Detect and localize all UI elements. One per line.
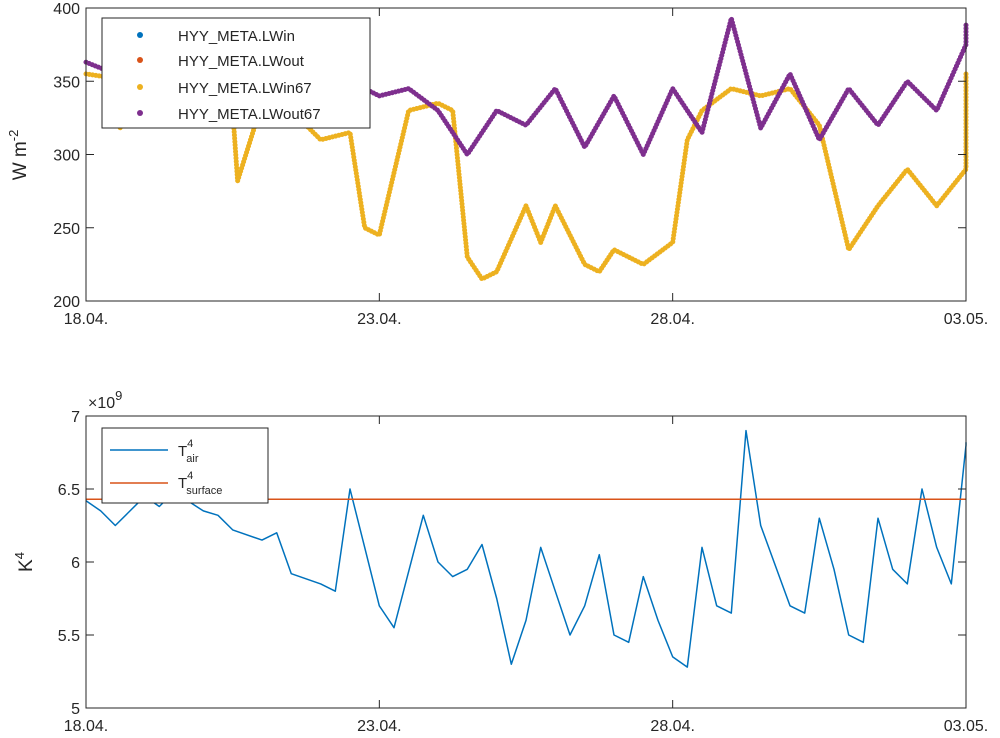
y-ticks: 200 250 300 350 400 <box>53 1 966 311</box>
series-line-air <box>85 429 967 668</box>
y-axis-label: W m-2 <box>6 130 31 181</box>
legend-label: T4 air <box>178 438 199 465</box>
y-tick-label: 200 <box>53 294 80 311</box>
x-tick-label: 18.04. <box>64 718 108 735</box>
y-tick-label: 5 <box>71 701 80 718</box>
legend-marker <box>137 32 143 38</box>
legend-label: HYY_META.LWin67 <box>178 80 312 97</box>
axis-exponent-power: 9 <box>115 388 122 403</box>
legend-item-t-surface: T4 surface <box>110 470 222 497</box>
legend: HYY_META.LWin HYY_META.LWout HYY_META.LW… <box>101 17 371 129</box>
y-tick-label: 6.5 <box>58 482 80 499</box>
legend-marker <box>137 57 143 63</box>
x-tick-label: 28.04. <box>650 718 694 735</box>
legend-box <box>101 427 269 504</box>
y-tick-label: 300 <box>53 148 80 165</box>
x-tick-label: 18.04. <box>64 311 108 328</box>
x-ticks: 18.04. 23.04. 28.04. 03.05. <box>64 8 988 328</box>
legend-label: HYY_META.LWin <box>178 28 295 45</box>
y-tick-label: 250 <box>53 221 80 238</box>
legend-label: T4 surface <box>178 470 222 497</box>
legend-item-lwin67: HYY_META.LWin67 <box>137 80 312 97</box>
legend-label: HYY_META.LWout <box>178 53 305 70</box>
y-axis-label: K4 <box>12 552 37 572</box>
legend: T4 air T4 surface <box>101 427 269 504</box>
legend-item-lwout67: HYY_META.LWout67 <box>137 106 321 123</box>
y-tick-label: 400 <box>53 1 80 18</box>
y-ticks: 5 5.5 6 6.5 7 <box>58 409 966 718</box>
x-tick-label: 23.04. <box>357 311 401 328</box>
longwave-radiation-chart: 200 250 300 350 400 18.04. 23.04. 28.04. 03.05.… <box>6 1 988 328</box>
x-tick-label: 03.05. <box>944 311 988 328</box>
legend-marker <box>137 84 143 90</box>
y-tick-label: 6 <box>71 555 80 572</box>
legend-box <box>101 17 371 129</box>
legend-label: HYY_META.LWout67 <box>178 106 321 123</box>
axis-exponent-label: ×109 <box>88 388 122 412</box>
y-axis-label-exponent: -2 <box>6 130 21 142</box>
y-tick-label: 5.5 <box>58 628 80 645</box>
legend-item-t-air: T4 air <box>110 438 199 465</box>
temperature-fourth-power-chart: 55.566.57 18.04. 23.04. 28.04. 03.05. ×109 … <box>12 388 988 735</box>
x-tick-label: 23.04. <box>357 718 401 735</box>
x-tick-label: 28.04. <box>650 311 694 328</box>
y-tick-label: 350 <box>53 74 80 91</box>
legend-item-lwout: HYY_META.LWout <box>137 53 305 70</box>
y-axis-label-exponent: 4 <box>12 552 27 559</box>
y-tick-label: 7 <box>71 409 80 426</box>
legend-item-lwin: HYY_META.LWin <box>137 28 295 45</box>
x-tick-label: 03.05. <box>944 718 988 735</box>
x-ticks: 18.04. 23.04. 28.04. 03.05. <box>64 416 988 735</box>
legend-marker <box>137 110 143 116</box>
